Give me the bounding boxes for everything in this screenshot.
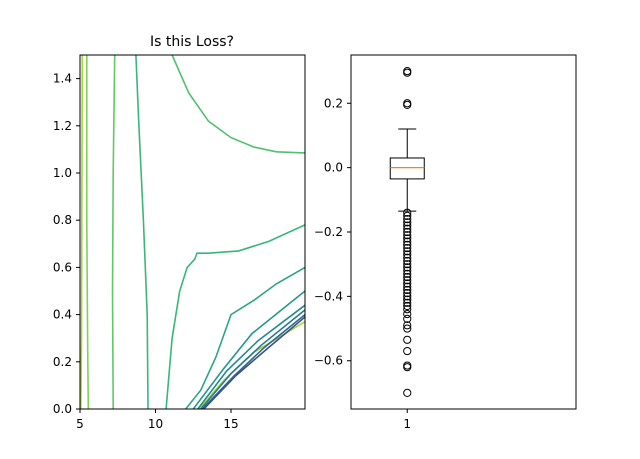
- contour-line: [192, 290, 305, 409]
- outlier-point: [403, 100, 412, 109]
- outlier-point: [403, 314, 412, 323]
- y-tick-label: 0.2: [53, 355, 72, 369]
- outlier-point: [403, 324, 412, 333]
- y-tick-label: 0.4: [53, 308, 72, 322]
- boxplot-panel: 1 −0.6 −0.4 −0.2 0.0 0.2: [314, 54, 577, 431]
- outlier-point: [403, 309, 412, 319]
- y-tick-label: −0.4: [314, 289, 343, 303]
- boxplot: [389, 66, 425, 398]
- outlier-point: [403, 276, 412, 285]
- contour-line: [185, 266, 305, 409]
- y-tick-label: −0.2: [314, 225, 343, 239]
- outlier-point: [403, 208, 412, 217]
- outlier-point: [403, 266, 412, 275]
- x-tick-label: 5: [76, 417, 84, 431]
- outlier-point: [403, 240, 412, 249]
- box-iqr: [389, 157, 425, 180]
- y-tick-label: 0.6: [53, 260, 72, 274]
- outlier-point: [403, 335, 412, 344]
- outlier-point: [403, 388, 412, 398]
- contour-line: [203, 316, 305, 409]
- outlier-point: [403, 99, 412, 108]
- y-axis-ticks: −0.6 −0.4 −0.2 0.0 0.2: [314, 96, 351, 368]
- outlier-point: [403, 301, 412, 311]
- outlier-point: [403, 305, 412, 314]
- contour-line: [111, 55, 116, 409]
- outlier-point: [403, 272, 412, 282]
- outlier-point: [403, 66, 412, 76]
- outlier-point: [403, 253, 412, 262]
- outlier-point: [403, 218, 412, 227]
- y-tick-label: 1.4: [53, 72, 72, 86]
- outlier-point: [403, 269, 412, 278]
- contour-line: [201, 313, 305, 409]
- contour-line: [86, 55, 90, 409]
- outlier-point: [403, 227, 412, 237]
- outlier-point: [403, 363, 412, 372]
- contour-panel: Is this Loss? 5 10 15 0.0 0.2 0.4 0.6 0.8 1.0 1.…: [53, 34, 306, 431]
- outlier-point: [403, 68, 412, 77]
- outlier-point: [403, 346, 412, 356]
- outlier-point: [403, 279, 412, 288]
- outlier-point: [403, 361, 412, 370]
- x-tick-label: 15: [223, 417, 238, 431]
- x-axis-ticks: 5 10 15: [76, 409, 239, 431]
- outlier-point: [403, 237, 412, 246]
- contour-line: [200, 309, 305, 409]
- outlier-point: [403, 215, 412, 224]
- y-axis-ticks: 0.0 0.2 0.4 0.6 0.8 1.0 1.2 1.4: [53, 72, 80, 416]
- outlier-point: [403, 234, 412, 243]
- contour-line: [171, 55, 305, 154]
- x-axis-ticks: 1: [403, 409, 411, 431]
- contour-line: [197, 304, 305, 409]
- x-tick-label: 1: [403, 417, 411, 431]
- contour-line: [165, 224, 305, 409]
- chart-title: Is this Loss?: [150, 34, 234, 50]
- outlier-point: [403, 231, 412, 240]
- y-tick-label: 1.2: [53, 119, 72, 133]
- outlier-point: [403, 282, 412, 291]
- outlier-point: [403, 211, 412, 221]
- outlier-point: [403, 221, 412, 230]
- contour-line: [135, 55, 149, 409]
- plot-frame: [350, 54, 577, 410]
- outlier-point: [403, 263, 412, 272]
- outlier-point: [403, 256, 412, 266]
- x-tick-label: 10: [148, 417, 163, 431]
- contour-lines: [80, 55, 305, 409]
- outlier-point: [403, 247, 412, 256]
- outlier-point: [403, 285, 412, 295]
- plot-frame: [79, 54, 306, 410]
- outlier-point: [403, 260, 412, 269]
- outlier-point: [403, 292, 412, 301]
- outlier-point: [403, 295, 412, 304]
- y-tick-label: 0.2: [324, 96, 343, 110]
- outlier-point: [403, 250, 412, 259]
- y-tick-label: 0.0: [324, 161, 343, 175]
- y-tick-label: −0.6: [314, 354, 343, 368]
- y-tick-label: 1.0: [53, 166, 72, 180]
- outlier-point: [403, 321, 412, 330]
- outlier-point: [403, 224, 412, 233]
- y-tick-label: 0.8: [53, 213, 72, 227]
- outlier-point: [403, 289, 412, 298]
- contour-line: [80, 55, 84, 409]
- y-tick-label: 0.0: [53, 402, 72, 416]
- outlier-point: [403, 298, 412, 307]
- outlier-point: [403, 243, 412, 253]
